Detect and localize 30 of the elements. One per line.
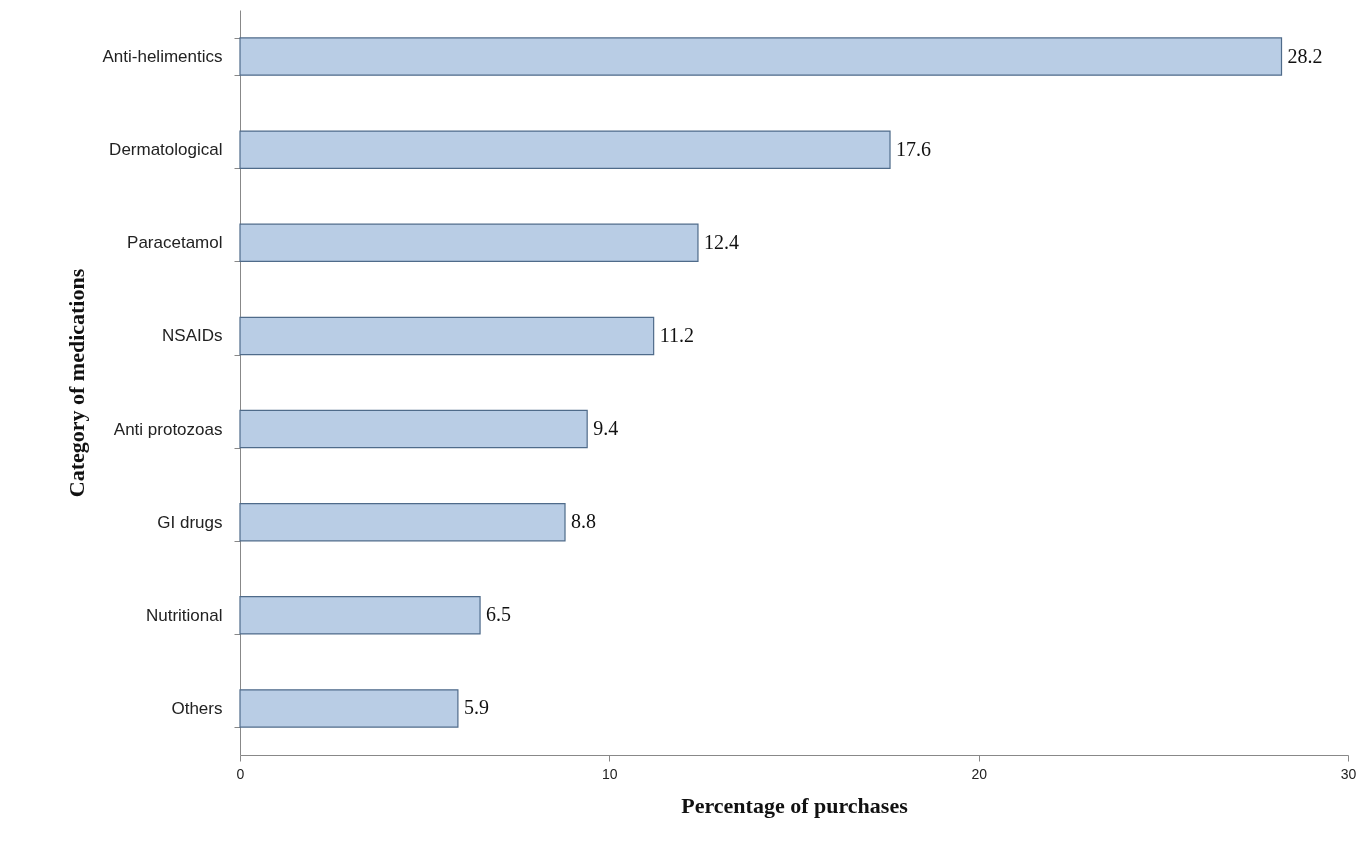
y-tick-label: Others: [171, 698, 223, 718]
data-label: 17.6: [896, 137, 932, 160]
y-tick-label: GI drugs: [157, 512, 223, 532]
data-label: 8.8: [571, 510, 597, 533]
bar: [239, 596, 481, 635]
bar: [239, 130, 891, 169]
bar: [239, 409, 588, 449]
bar: [239, 37, 1283, 76]
x-tick-label: 30: [1340, 765, 1357, 782]
x-axis-title: Percentage of purchases: [681, 792, 909, 818]
data-label: 12.4: [703, 230, 739, 253]
y-tick-label: Anti-helimentics: [102, 47, 223, 67]
bar: [239, 502, 566, 542]
y-tick-label: Anti protozoas: [113, 419, 223, 439]
bar: [239, 316, 655, 356]
data-label: 6.5: [486, 603, 512, 626]
bar: [239, 223, 699, 263]
y-tick-label: Dermatological: [109, 140, 223, 160]
data-label: 28.2: [1287, 44, 1323, 67]
data-label: 9.4: [593, 417, 619, 440]
data-label: 5.9: [463, 696, 489, 719]
x-tick-label: 20: [971, 765, 988, 782]
y-tick-label: NSAIDs: [162, 326, 223, 346]
x-tick-label: 10: [602, 765, 618, 782]
y-tick-label: Paracetamol: [127, 233, 223, 253]
x-tick-label: 0: [236, 765, 245, 782]
y-tick-label: Nutritional: [145, 605, 223, 625]
data-label: 11.2: [659, 323, 694, 346]
y-axis-title: Category of medications: [63, 268, 89, 498]
bar: [239, 689, 459, 728]
